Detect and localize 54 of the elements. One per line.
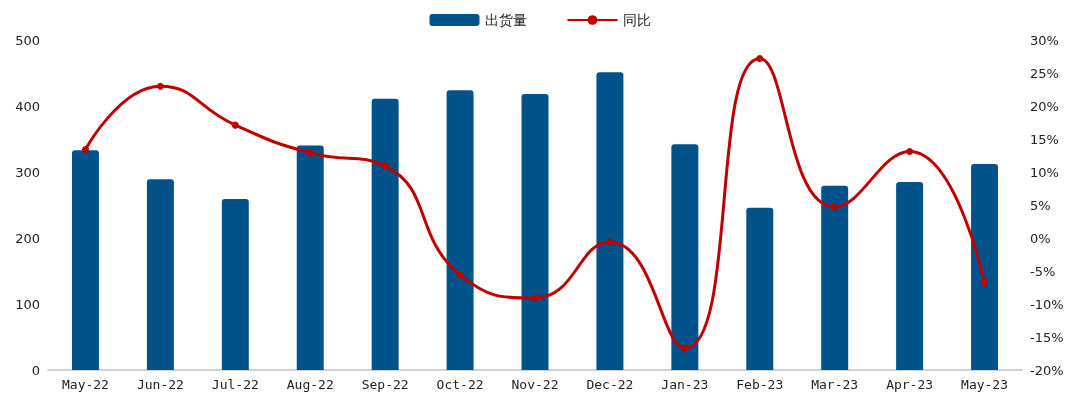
y-tick-label: 100 — [15, 296, 40, 312]
point — [756, 54, 764, 62]
point — [306, 149, 314, 157]
x-tick-label: Aug-22 — [286, 377, 334, 392]
x-tick-label: Jul-22 — [211, 377, 259, 392]
point — [906, 148, 914, 156]
x-tick-label: Jun-22 — [136, 377, 184, 392]
y2-tick-label: -20% — [1030, 362, 1064, 378]
y2-tick-label: 25% — [1030, 65, 1059, 81]
y2-tick-label: -10% — [1030, 296, 1064, 312]
bar — [71, 150, 99, 370]
bar — [746, 207, 774, 370]
bar — [296, 145, 324, 370]
point — [681, 344, 689, 352]
y2-tick-label: -5% — [1030, 263, 1056, 279]
x-tick-label: Mar-23 — [811, 377, 859, 392]
x-tick-label: Jan-23 — [661, 377, 709, 392]
bar — [371, 98, 399, 370]
bar — [671, 144, 699, 370]
x-tick-label: Dec-22 — [586, 377, 634, 392]
bar — [446, 90, 474, 370]
bar — [146, 179, 174, 370]
y2-tick-label: 30% — [1030, 32, 1059, 48]
y-tick-label: 300 — [15, 164, 40, 180]
point — [981, 279, 989, 287]
x-tick-label: Nov-22 — [511, 377, 559, 392]
x-tick-label: May-22 — [61, 377, 109, 392]
y-tick-label: 0 — [31, 362, 40, 378]
y-tick-label: 500 — [15, 32, 40, 48]
y-tick-label: 200 — [15, 230, 40, 246]
bar — [821, 185, 849, 370]
y2-tick-label: 0% — [1030, 230, 1051, 246]
point — [156, 82, 164, 90]
bar — [596, 72, 624, 370]
legend-label: 出货量 — [484, 12, 527, 28]
y2-tick-label: 5% — [1030, 197, 1051, 213]
point — [81, 146, 89, 154]
x-tick-label: May-23 — [961, 377, 1009, 392]
y-tick-label: 400 — [15, 98, 40, 114]
x-tick-label: Apr-23 — [886, 377, 934, 392]
y2-tick-label: 15% — [1030, 131, 1059, 147]
legend-label: 同比 — [622, 12, 651, 28]
point — [231, 121, 239, 129]
x-tick-label: Feb-23 — [736, 377, 784, 392]
bar — [971, 164, 999, 370]
y2-tick-label: 10% — [1030, 164, 1059, 180]
bar — [521, 94, 549, 370]
bar — [896, 181, 924, 370]
point — [831, 203, 839, 211]
bar — [221, 199, 249, 370]
x-tick-label: Oct-22 — [436, 377, 484, 392]
y2-tick-label: -15% — [1030, 329, 1064, 345]
x-tick-label: Sep-22 — [361, 377, 409, 392]
y2-tick-label: 20% — [1030, 98, 1059, 114]
